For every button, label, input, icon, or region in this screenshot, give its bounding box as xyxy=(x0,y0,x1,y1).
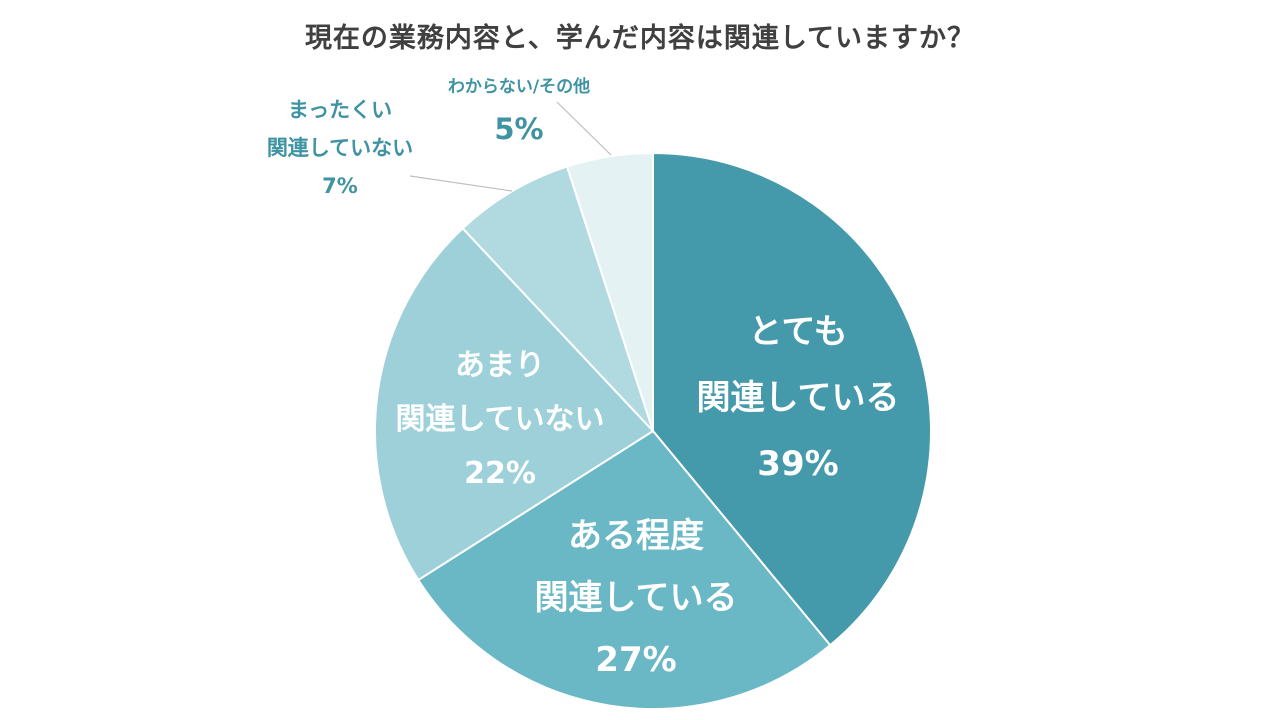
leader-line-5 xyxy=(556,101,612,156)
slice-percent: 39% xyxy=(757,444,839,484)
slice-percent: 27% xyxy=(595,640,677,680)
slice-label-line: わからない/その他 xyxy=(447,77,591,97)
slice-label-line: 関連している xyxy=(696,378,900,418)
pie-slice-5 xyxy=(565,151,654,432)
slice-label-line: 関連していない xyxy=(266,136,414,160)
slice-label-4: まったくい関連していない 7% xyxy=(267,91,413,205)
slice-label-1: とても関連している 39% xyxy=(697,299,900,497)
pie-slice-3 xyxy=(374,226,655,582)
slice-percent: 7% xyxy=(322,174,358,198)
pie-slice-2 xyxy=(416,429,832,710)
slice-label-line: とても xyxy=(748,312,848,352)
leader-line-4 xyxy=(409,175,513,192)
slice-label-3: あまり関連していない 22% xyxy=(395,339,604,501)
slice-label-5: わからない/その他 5% xyxy=(448,66,590,150)
slice-label-2: ある程度関連している 27% xyxy=(535,505,738,691)
slice-label-line: 関連していない xyxy=(395,402,605,437)
slice-percent: 22% xyxy=(464,456,536,491)
pie-slice-1 xyxy=(652,151,932,647)
slice-label-line: まったくい xyxy=(287,98,393,122)
pie-slice-4 xyxy=(461,165,654,432)
slice-label-line: 関連している xyxy=(534,578,738,618)
slice-label-line: ある程度 xyxy=(567,516,704,556)
chart-title: 現在の業務内容と、学んだ内容は関連していますか？ xyxy=(304,23,976,54)
slice-percent: 5% xyxy=(494,112,544,146)
slice-label-line: あまり xyxy=(454,348,545,383)
